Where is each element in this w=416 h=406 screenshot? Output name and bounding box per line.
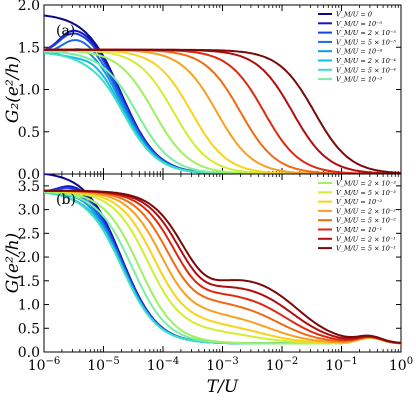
legend-label-a-0: V_M/U = 0	[336, 11, 372, 19]
y-tick-label-a-1: 0.5	[18, 125, 40, 141]
legend-label-b-5: V_M/U = 10⁻¹	[336, 226, 382, 234]
y-tick-label-b-0: 0.0	[18, 345, 40, 361]
y-tick-label-b-6: 3.0	[18, 203, 40, 219]
legend-label-a-6: V_M/U = 5 × 10⁻⁴	[336, 66, 396, 74]
x-axis-label: T/U	[207, 377, 239, 397]
series-line-a-15	[44, 48, 401, 174]
y-tick-label-b-4: 2.0	[18, 250, 40, 266]
y-tick-label-b-5: 2.5	[18, 226, 40, 242]
panel-label-b: (b)	[56, 192, 76, 208]
series-group-b	[44, 174, 401, 345]
legend-label-b-1: V_M/U = 5 × 10⁻³	[336, 189, 396, 197]
x-tick-exp-4: −2	[284, 356, 299, 367]
x-tick-label-4: 10−2	[266, 356, 299, 374]
x-tick-exp-6: 0	[407, 356, 413, 367]
x-tick-base-0: 10	[28, 358, 46, 374]
y-axis-label-b: G(e²/h)	[3, 233, 23, 293]
x-tick-base-1: 10	[87, 358, 105, 374]
x-tick-base-6: 10	[389, 358, 407, 374]
y-tick-label-a-3: 1.5	[18, 40, 40, 56]
x-tick-exp-0: −6	[46, 356, 61, 367]
legend-label-a-1: V_M/U = 10⁻⁵	[336, 20, 383, 28]
x-tick-exp-1: −5	[105, 356, 120, 367]
legend-label-b-7: V_M/U = 5 × 10⁻¹	[336, 245, 396, 253]
x-tick-label-1: 10−5	[87, 356, 120, 374]
x-tick-base-2: 10	[147, 358, 165, 374]
y-tick-label-a-4: 2.0	[18, 0, 40, 14]
x-tick-exp-5: −1	[343, 356, 358, 367]
x-tick-exp-2: −4	[165, 356, 180, 367]
legend-label-b-0: V_M/U = 2 × 10⁻³	[336, 180, 396, 188]
legend-label-a-3: V_M/U = 5 × 10⁻⁵	[336, 38, 396, 46]
x-tick-label-2: 10−4	[147, 356, 180, 374]
x-tick-base-5: 10	[325, 358, 343, 374]
x-tick-label-5: 10−1	[325, 356, 358, 374]
y-tick-label-b-7: 3.5	[18, 179, 40, 195]
x-tick-base-4: 10	[266, 358, 284, 374]
y-tick-label-b-3: 1.5	[18, 274, 40, 290]
legend-label-b-3: V_M/U = 2 × 10⁻²	[336, 207, 396, 215]
panel-a: 0.00.51.01.52.0(a)V_M/U = 0V_M/U = 10⁻⁵V…	[3, 0, 402, 183]
x-tick-base-3: 10	[206, 358, 224, 374]
y-axis-label-a: G₂(e²/h)	[3, 56, 23, 123]
legend-label-b-2: V_M/U = 10⁻²	[336, 198, 383, 206]
panel-b: 0.0 0.5 1.0 1.5 2.0 2.5 3.0 3.5 (b) V_M/U = 2 × 1…	[3, 173, 402, 361]
y-tick-label-a-0: 0.0	[18, 167, 40, 183]
legend-label-b-6: V_M/U = 2 × 10⁻¹	[336, 235, 396, 243]
y-tick-label-b-2: 1.0	[18, 298, 40, 314]
y-tick-label-a-2: 1.0	[18, 83, 40, 99]
series-line-a-8	[44, 49, 401, 174]
series-line-b-12	[44, 189, 401, 345]
legend-label-a-7: V_M/U = 10⁻³	[336, 76, 383, 84]
legend-label-b-4: V_M/U = 5 × 10⁻²	[336, 217, 396, 225]
x-tick-label-3: 10−3	[206, 356, 239, 374]
panel-label-a: (a)	[56, 23, 75, 39]
legend-label-a-5: V_M/U = 2 × 10⁻⁴	[336, 57, 396, 65]
x-tick-exp-3: −3	[224, 356, 239, 367]
y-tick-label-b-1: 0.5	[18, 321, 40, 337]
x-tick-label-6: 100	[389, 356, 413, 374]
series-line-a-7	[44, 50, 401, 174]
legend-label-a-4: V_M/U = 10⁻⁴	[336, 48, 383, 56]
x-tick-label-0: 10−6	[28, 356, 61, 374]
legend-label-a-2: V_M/U = 2 × 10⁻⁵	[336, 29, 396, 37]
series-line-b-15	[44, 189, 401, 344]
series-line-a-9	[44, 48, 401, 174]
